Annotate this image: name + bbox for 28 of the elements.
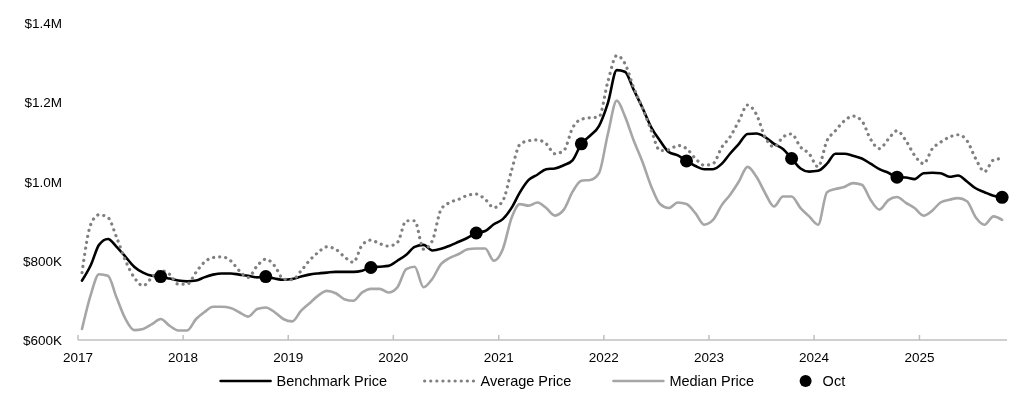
point — [469, 226, 483, 240]
x-tick-label: 2025 — [904, 350, 935, 365]
x-tick-label: 2023 — [693, 350, 724, 365]
x-tick-label: 2024 — [799, 350, 830, 365]
point — [154, 270, 168, 284]
line-series — [80, 99, 1004, 332]
point — [364, 260, 378, 274]
x-tick-label: 2018 — [168, 350, 199, 365]
y-tick-label: $1.4M — [24, 16, 62, 31]
point — [785, 152, 799, 166]
legend-label: Average Price — [480, 373, 572, 389]
legend-label: Benchmark Price — [276, 373, 388, 389]
x-tick-label: 2020 — [378, 350, 409, 365]
x-tick-label: 2021 — [483, 350, 514, 365]
point — [574, 137, 588, 151]
y-tick-label: $600K — [22, 333, 62, 348]
x-tick-label: 2019 — [273, 350, 304, 365]
y-tick-label: $1.0M — [24, 174, 62, 190]
x-tick-label: 2022 — [588, 350, 619, 365]
point — [679, 154, 693, 168]
point — [890, 170, 904, 184]
point — [259, 270, 273, 284]
legend-label: Median Price — [669, 373, 755, 389]
y-tick-label: $800K — [22, 253, 62, 269]
y-tick-label: $1.2M — [24, 95, 62, 111]
x-tick-label: 2017 — [62, 350, 94, 365]
legend-label: Oct — [822, 373, 846, 389]
point — [995, 190, 1009, 204]
